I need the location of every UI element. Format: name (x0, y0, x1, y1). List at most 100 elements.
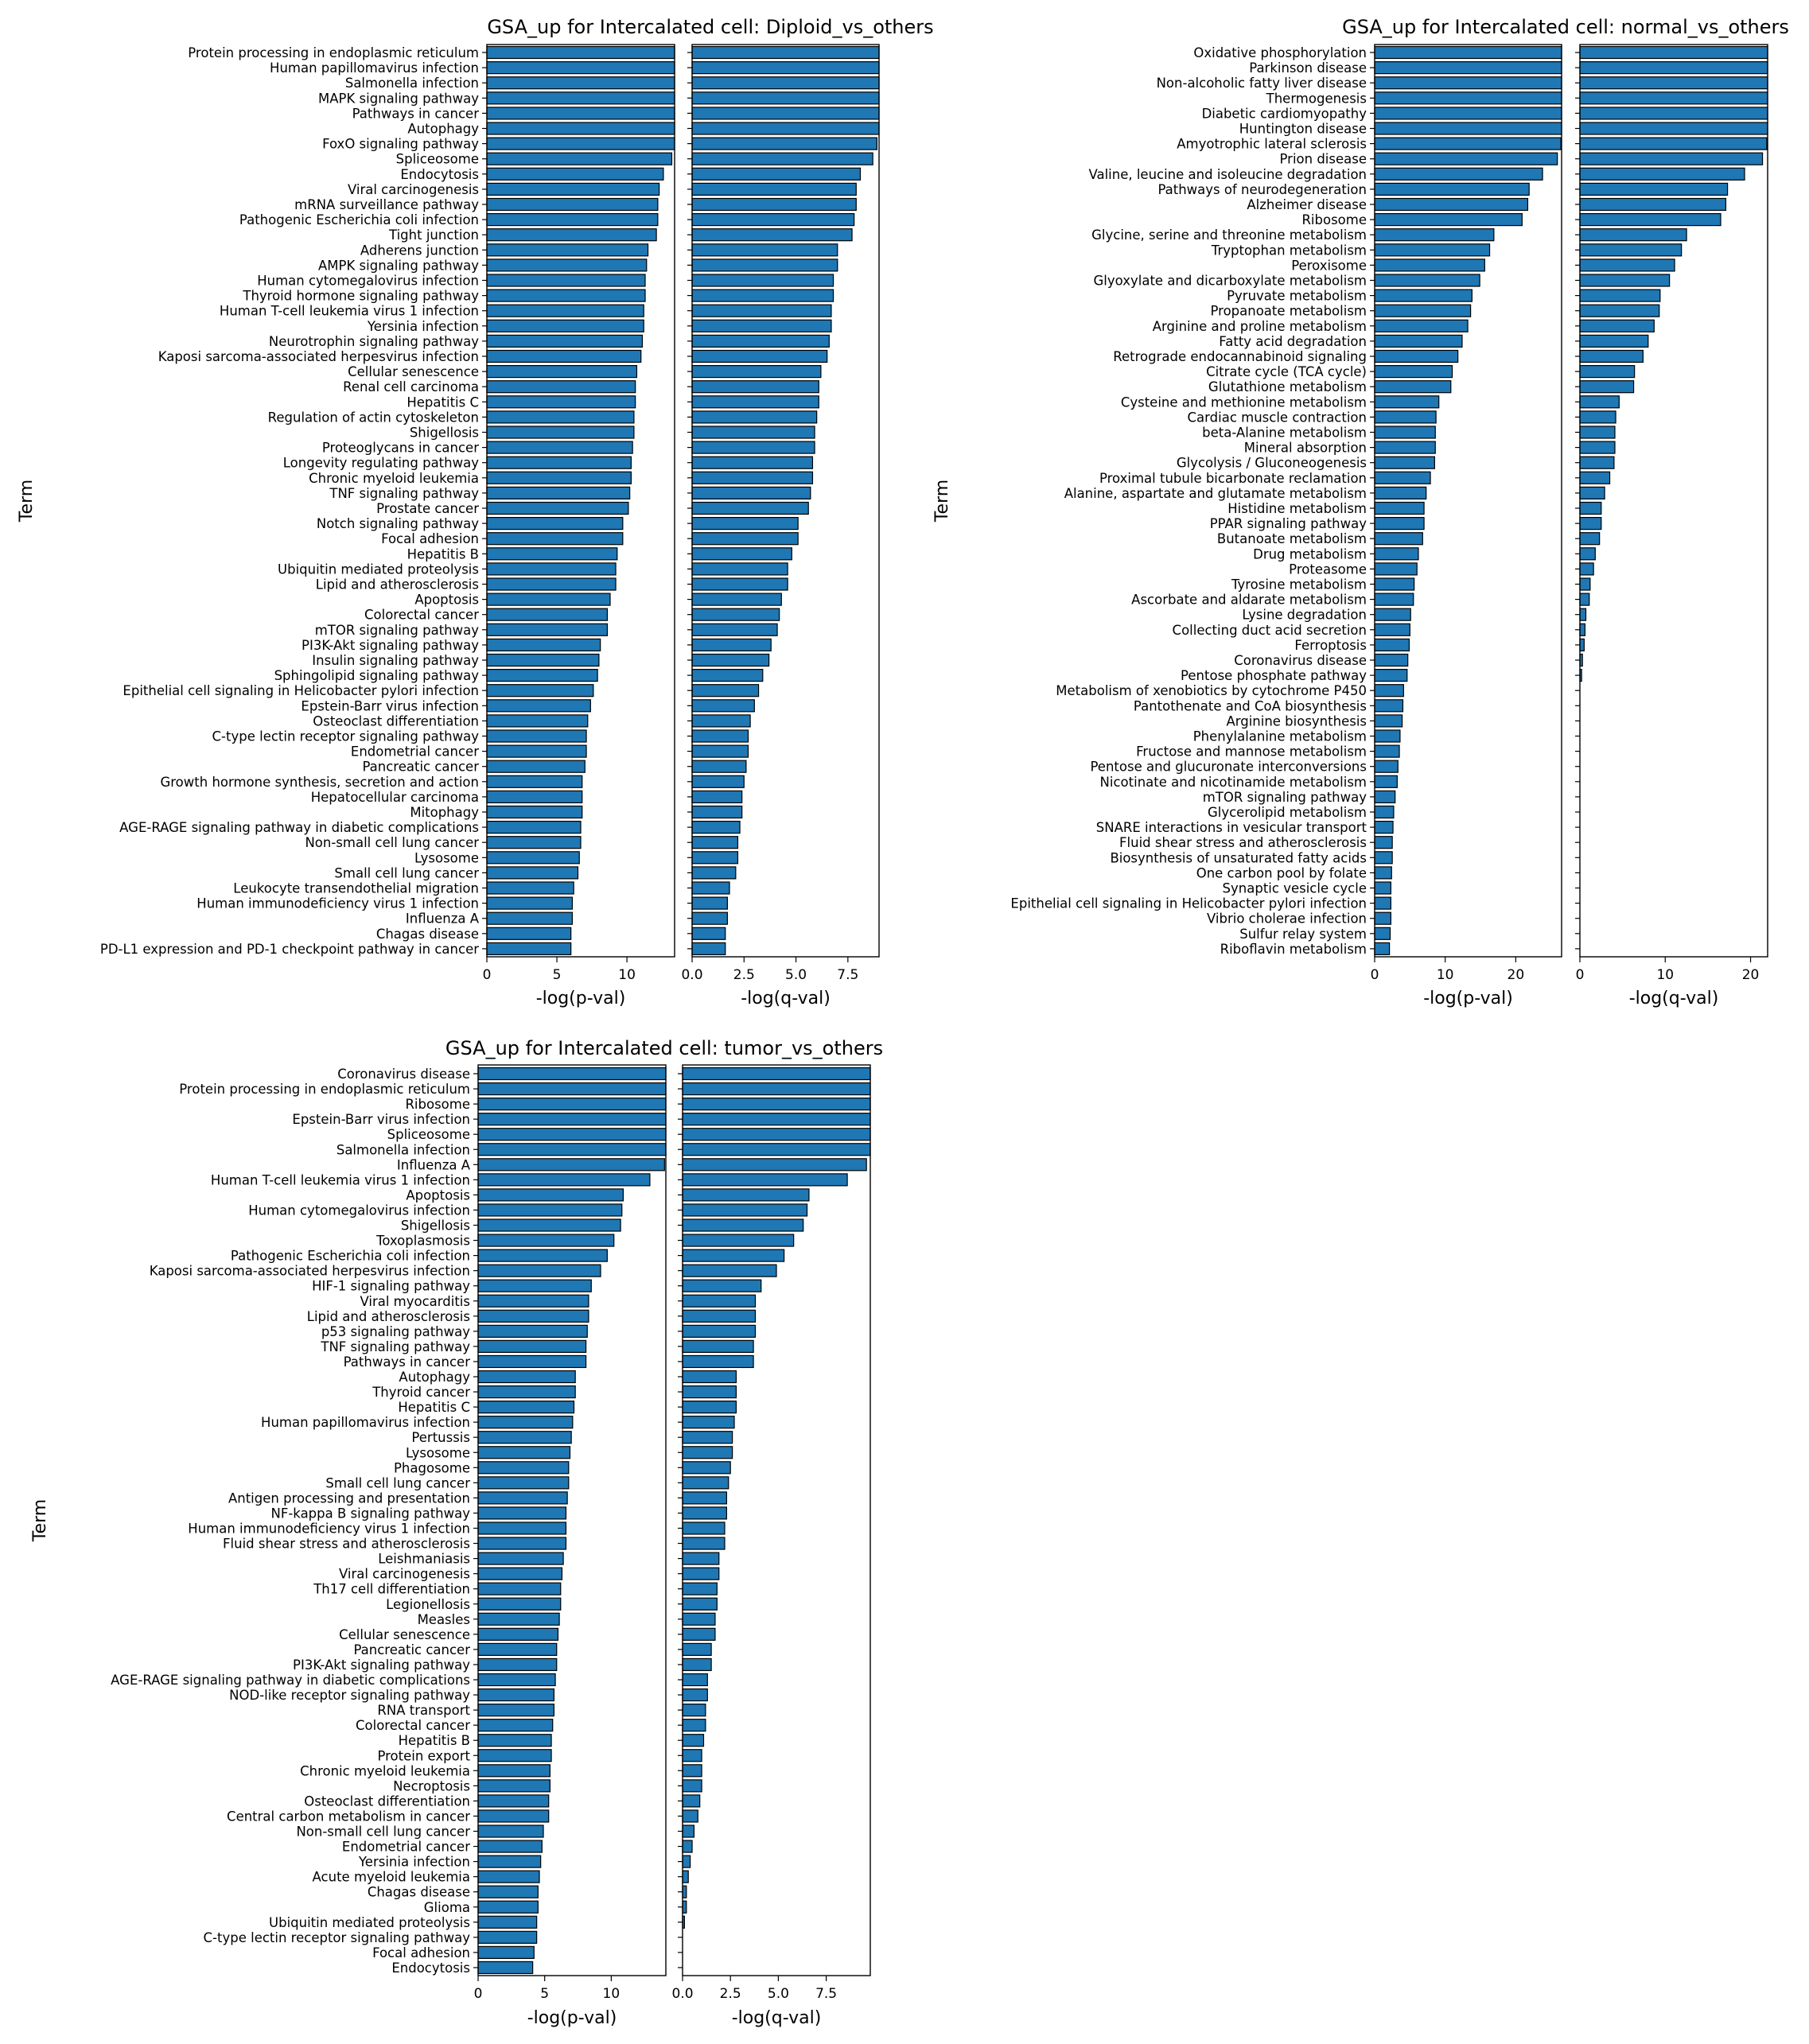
bar (1374, 532, 1423, 546)
bar (477, 1339, 587, 1354)
bar (477, 1097, 667, 1111)
category-label: Epstein-Barr virus infection (292, 1112, 470, 1127)
bar (477, 1855, 542, 1868)
category-label: Cellular senescence (339, 1627, 470, 1642)
axes-frame (477, 1064, 667, 1976)
bar (682, 1673, 708, 1687)
bar (1374, 516, 1425, 530)
category-label: Lysosome (414, 850, 479, 865)
category-label: Endometrial cancer (351, 744, 479, 760)
bar (1374, 927, 1391, 940)
category-label: Ubiquitin mediated proteolysis (278, 562, 479, 577)
category-label: Arginine and proline metabolism (1153, 319, 1367, 334)
axes-frame (682, 1064, 871, 1976)
bar (691, 866, 737, 880)
category-label: Phagosome (394, 1460, 470, 1475)
category-label: Vibrio cholerae infection (1207, 911, 1367, 927)
category-label: PD-L1 expression and PD-1 checkpoint pat… (100, 942, 479, 957)
category-label: Non-small cell lung cancer (305, 835, 479, 850)
bar (477, 1582, 562, 1595)
bar (682, 1840, 693, 1853)
category-label: Legionellosis (386, 1597, 470, 1612)
category-label: PI3K-Akt signaling pathway (293, 1657, 470, 1673)
bar (1374, 228, 1495, 242)
category-label: Salmonella infection (345, 76, 479, 91)
category-label: Colorectal cancer (364, 608, 479, 623)
bar (477, 1749, 552, 1762)
bar (1374, 426, 1436, 439)
x-tick-label: 2.5 (720, 1986, 741, 2002)
bar (1579, 91, 1768, 105)
bar (1579, 532, 1601, 546)
bar (486, 866, 579, 880)
bar (1374, 911, 1391, 925)
bar (477, 1627, 559, 1641)
category-label: Epstein-Barr virus infection (301, 698, 479, 713)
category-label: Human cytomegalovirus infection (257, 274, 479, 289)
category-label: Lipid and atherosclerosis (307, 1309, 470, 1324)
bar (1374, 851, 1393, 865)
bar (486, 122, 675, 135)
bar (486, 760, 585, 773)
x-tick-label: 7.5 (837, 967, 858, 983)
bar (682, 1567, 720, 1580)
category-label: Endocytosis (391, 1960, 470, 1976)
bar (486, 942, 572, 956)
bar (477, 1930, 538, 1944)
bar (477, 1294, 589, 1308)
bar (682, 1354, 754, 1369)
category-label: Retrograde endocannabinoid signaling (1113, 349, 1367, 364)
bar (1374, 714, 1403, 728)
bar (477, 1642, 558, 1656)
category-label: Drug metabolism (1253, 546, 1367, 562)
bar (477, 1764, 550, 1778)
bar (486, 91, 675, 105)
bar (486, 608, 609, 621)
bar (477, 1279, 592, 1292)
category-label: Cysteine and methionine metabolism (1121, 394, 1367, 410)
category-label: Non-alcoholic fatty liver disease (1157, 76, 1367, 91)
category-label: Measles (418, 1612, 470, 1627)
bar (691, 243, 838, 257)
category-label: Autophagy (407, 122, 479, 137)
category-label: Human immunodeficiency virus 1 infection (196, 896, 479, 911)
x-axis-label: -log(p-val) (536, 989, 626, 1008)
bar (477, 1945, 535, 1959)
axes-frame (691, 44, 880, 958)
category-label: Insulin signaling pathway (312, 653, 479, 668)
bar (1579, 638, 1585, 652)
bar (691, 167, 862, 181)
category-label: Prostate cancer (376, 501, 479, 516)
category-label: Pathways in cancer (352, 106, 480, 121)
bar (1374, 152, 1558, 165)
bar (1374, 562, 1418, 576)
bar (682, 1431, 733, 1444)
bar (682, 1461, 731, 1475)
category-label: Histidine metabolism (1227, 501, 1367, 516)
bar (486, 820, 582, 834)
bar (477, 1567, 563, 1580)
bar (486, 714, 589, 728)
category-label: Propanoate metabolism (1210, 304, 1367, 319)
bar (477, 1794, 550, 1808)
category-label: Chagas disease (368, 1885, 470, 1900)
category-label: Regulation of actin cytoskeleton (268, 410, 479, 425)
category-label: Human papillomavirus infection (270, 60, 479, 76)
category-label: Antigen processing and presentation (228, 1490, 470, 1506)
category-label: Necroptosis (393, 1778, 470, 1793)
category-label: Pancreatic cancer (362, 760, 479, 775)
bar (1374, 744, 1400, 758)
category-label: Synaptic vesicle cycle (1223, 881, 1367, 896)
category-label: NF-kappa B signaling pathway (271, 1506, 471, 1521)
category-label: Fatty acid degradation (1219, 334, 1367, 349)
category-label: Glioma (424, 1900, 470, 1915)
x-tick-label: 20 (1742, 967, 1760, 983)
bar (691, 122, 880, 135)
category-label: Fluid shear stress and atherosclerosis (1119, 835, 1367, 850)
x-tick-label: 0 (483, 967, 492, 983)
bar (486, 805, 583, 819)
category-label: Epithelial cell signaling in Helicobacte… (1010, 896, 1367, 911)
category-label: Influenza A (397, 1157, 471, 1172)
bar (1374, 820, 1394, 834)
bar (691, 790, 743, 804)
